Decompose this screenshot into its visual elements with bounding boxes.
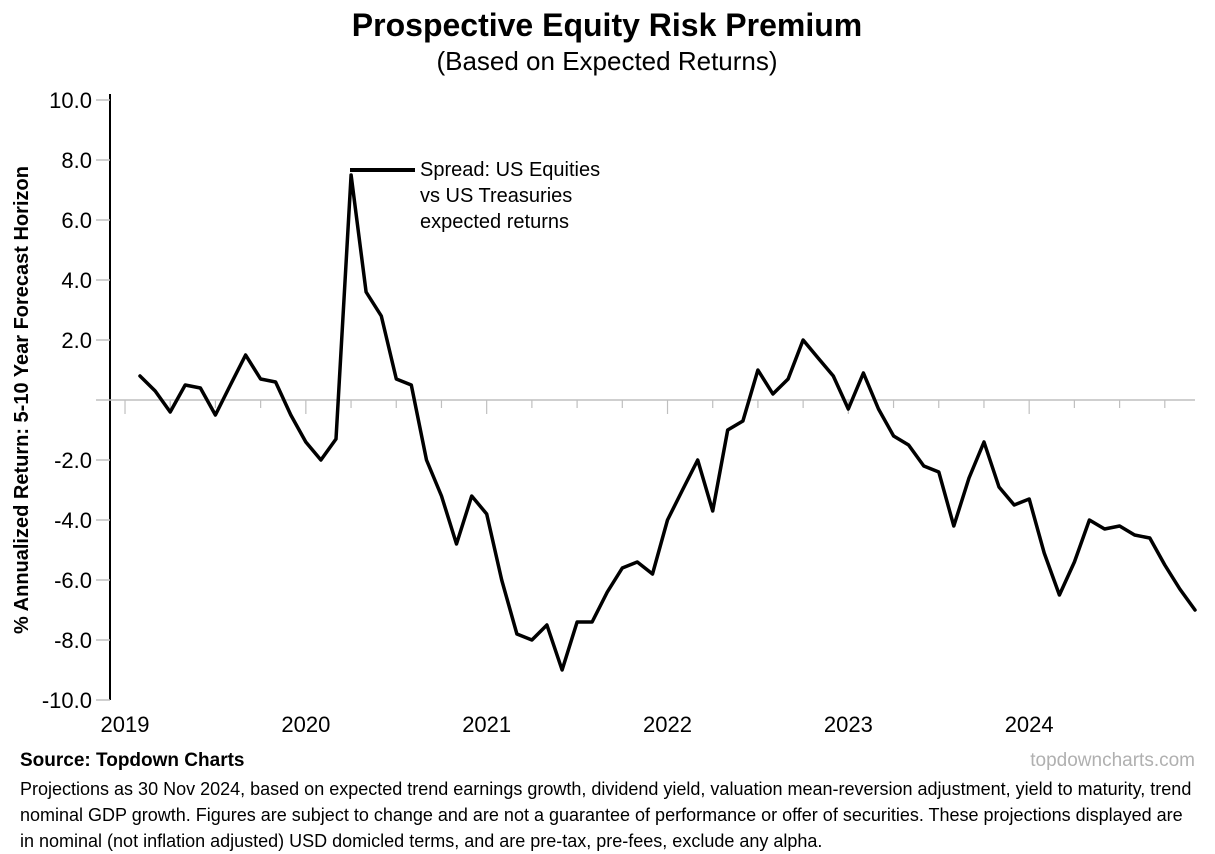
y-tick-label: 6.0 [61, 208, 92, 233]
y-tick-label: -2.0 [54, 448, 92, 473]
y-axis-title: % Annualized Return: 5-10 Year Forecast … [11, 166, 33, 634]
y-tick-label: -6.0 [54, 568, 92, 593]
chart-container: Prospective Equity Risk Premium(Based on… [0, 0, 1215, 840]
watermark: topdowncharts.com [1030, 750, 1195, 772]
chart-subtitle: (Based on Expected Returns) [436, 46, 777, 76]
x-tick-label: 2023 [824, 712, 873, 737]
x-tick-label: 2019 [101, 712, 150, 737]
y-tick-label: 4.0 [61, 268, 92, 293]
source-label: Source: Topdown Charts [20, 750, 244, 772]
y-tick-label: -8.0 [54, 628, 92, 653]
y-tick-label: -10.0 [42, 688, 92, 713]
x-tick-label: 2020 [281, 712, 330, 737]
legend-label: vs US Treasuries [420, 185, 572, 207]
y-tick-label: 8.0 [61, 148, 92, 173]
y-tick-label: 10.0 [49, 88, 92, 113]
x-tick-label: 2022 [643, 712, 692, 737]
legend-label: expected returns [420, 211, 569, 233]
y-tick-label: -4.0 [54, 508, 92, 533]
footer-note: Projections as 30 Nov 2024, based on exp… [20, 776, 1195, 854]
legend-label: Spread: US Equities [420, 159, 600, 181]
x-tick-label: 2021 [462, 712, 511, 737]
x-tick-label: 2024 [1005, 712, 1054, 737]
series-line [140, 175, 1195, 670]
chart-svg: Prospective Equity Risk Premium(Based on… [0, 0, 1215, 840]
chart-footer: Source: Topdown Charts topdowncharts.com… [20, 750, 1195, 854]
y-tick-label: 2.0 [61, 328, 92, 353]
chart-title: Prospective Equity Risk Premium [352, 7, 862, 43]
